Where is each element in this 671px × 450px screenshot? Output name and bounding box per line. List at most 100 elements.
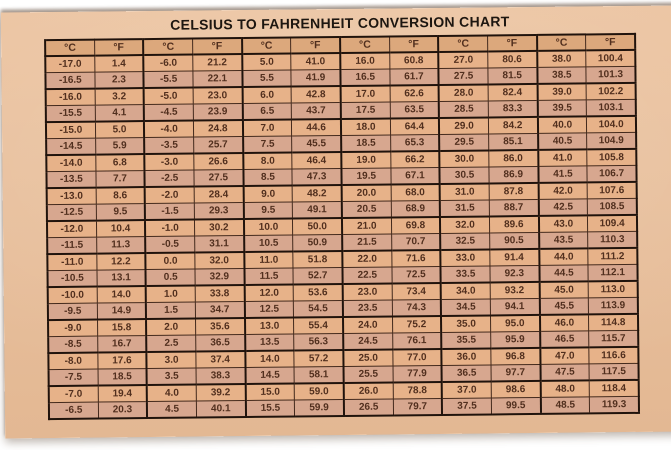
cell-celsius: 15.0 [245, 383, 295, 401]
cell-celsius: 33.0 [440, 249, 490, 267]
cell-celsius: 44.0 [538, 248, 589, 266]
poster-title: CELSIUS TO FAHRENHEIT CONVERSION CHART [170, 13, 510, 33]
cell-fahrenheit: 97.7 [490, 364, 541, 382]
cell-fahrenheit: 58.1 [294, 366, 344, 384]
cell-fahrenheit: 26.6 [193, 153, 244, 171]
cell-fahrenheit: 113.9 [588, 297, 638, 315]
cell-fahrenheit: 51.8 [293, 250, 343, 269]
cell-fahrenheit: 35.6 [195, 318, 245, 336]
cell-celsius: 22.5 [342, 266, 392, 284]
cell-celsius: 48.5 [540, 396, 590, 414]
cell-celsius: -12.5 [46, 204, 97, 222]
cell-celsius: 3.0 [146, 351, 196, 369]
cell-celsius: 0.0 [145, 252, 195, 270]
cell-fahrenheit: 36.5 [195, 334, 245, 352]
cell-fahrenheit: 52.7 [293, 267, 343, 285]
header-celsius: °C [241, 37, 292, 55]
cell-celsius: 12.0 [244, 284, 294, 302]
cell-fahrenheit: 12.2 [96, 253, 146, 271]
cell-fahrenheit: 42.8 [291, 86, 341, 104]
cell-fahrenheit: 71.6 [391, 249, 441, 267]
cell-celsius: 7.0 [242, 119, 292, 137]
cell-fahrenheit: 68.0 [390, 183, 441, 201]
cell-celsius: 20.0 [341, 184, 391, 202]
cell-celsius: 11.0 [243, 251, 294, 269]
cell-celsius: -7.5 [48, 369, 98, 387]
cell-fahrenheit: 38.3 [195, 367, 246, 385]
cell-celsius: 24.5 [343, 332, 393, 350]
cell-fahrenheit: 89.6 [489, 215, 539, 233]
cell-fahrenheit: 95.0 [490, 314, 540, 332]
cell-fahrenheit: 77.0 [392, 348, 442, 366]
cell-celsius: -11.0 [47, 253, 97, 271]
header-celsius: °C [438, 35, 488, 52]
cell-celsius: 43.0 [538, 215, 588, 233]
cell-fahrenheit: 73.4 [391, 282, 442, 300]
cell-fahrenheit: 57.2 [294, 349, 344, 368]
cell-fahrenheit: 65.3 [390, 134, 440, 152]
cell-fahrenheit: 88.7 [489, 199, 539, 217]
cell-celsius: -16.5 [45, 72, 95, 90]
cell-celsius: 1.0 [145, 285, 196, 303]
cell-celsius: 41.0 [537, 149, 588, 167]
cell-fahrenheit: 6.8 [95, 154, 145, 172]
cell-fahrenheit: 59.9 [294, 399, 344, 417]
cell-fahrenheit: 21.2 [192, 54, 243, 72]
cell-celsius: 38.0 [536, 50, 587, 68]
cell-celsius: 42.0 [538, 182, 588, 200]
cell-fahrenheit: 41.0 [291, 53, 341, 71]
header-fahrenheit: °F [585, 33, 636, 51]
cell-celsius: 28.5 [438, 100, 489, 118]
cell-celsius: 30.0 [439, 150, 489, 168]
cell-celsius: 48.0 [540, 380, 590, 398]
cell-fahrenheit: 49.1 [292, 201, 342, 219]
cell-fahrenheit: 84.2 [488, 116, 538, 134]
cell-fahrenheit: 90.5 [489, 232, 539, 250]
cell-celsius: -13.0 [46, 187, 96, 205]
cell-fahrenheit: 44.6 [291, 119, 342, 137]
cell-fahrenheit: 107.6 [587, 181, 637, 199]
table-body: -17.0 1.4 -6.0 21.2 5.0 41.0 16.0 60.8 27.0 80.6 3… [45, 49, 640, 420]
cell-celsius: 4.0 [147, 384, 197, 402]
cell-fahrenheit: 70.7 [391, 233, 441, 251]
cell-celsius: 36.5 [441, 364, 492, 382]
cell-fahrenheit: 54.5 [293, 300, 343, 318]
cell-celsius: 16.5 [340, 68, 390, 87]
cell-celsius: 4.5 [147, 401, 197, 419]
header-fahrenheit: °F [487, 34, 537, 52]
cell-celsius: 29.0 [439, 117, 489, 135]
cell-fahrenheit: 11.3 [96, 236, 146, 254]
cell-celsius: 6.5 [242, 103, 292, 121]
cell-fahrenheit: 100.4 [585, 49, 636, 67]
cell-celsius: -17.0 [45, 55, 95, 73]
cell-celsius: 47.0 [539, 347, 590, 365]
cell-fahrenheit: 43.7 [291, 102, 341, 120]
cell-fahrenheit: 118.4 [589, 379, 639, 397]
cell-fahrenheit: 108.5 [587, 198, 637, 216]
cell-fahrenheit: 32.9 [194, 268, 245, 286]
cell-celsius: 31.0 [439, 183, 490, 201]
cell-fahrenheit: 62.6 [389, 84, 439, 102]
cell-celsius: -16.0 [45, 88, 95, 106]
cell-fahrenheit: 113.0 [588, 280, 638, 298]
cell-fahrenheit: 66.2 [390, 150, 440, 168]
cell-fahrenheit: 80.6 [487, 50, 537, 68]
cell-fahrenheit: 46.4 [292, 152, 342, 170]
cell-celsius: 46.5 [539, 330, 590, 348]
header-fahrenheit: °F [389, 35, 439, 53]
cell-fahrenheit: 20.3 [98, 401, 148, 419]
cell-fahrenheit: 72.5 [391, 266, 441, 284]
cell-fahrenheit: 56.3 [293, 333, 344, 351]
cell-celsius: 23.5 [342, 299, 393, 317]
cell-celsius: 41.5 [537, 165, 588, 183]
cell-fahrenheit: 50.9 [292, 234, 343, 252]
cell-fahrenheit: 60.8 [389, 51, 439, 69]
cell-fahrenheit: 25.7 [193, 136, 243, 154]
cell-celsius: 15.5 [245, 400, 295, 418]
cell-fahrenheit: 14.0 [96, 286, 147, 304]
cell-celsius: 35.5 [441, 331, 491, 349]
cell-celsius: 31.5 [440, 199, 490, 217]
cell-fahrenheit: 87.8 [489, 182, 539, 200]
cell-celsius: 46.0 [539, 314, 589, 332]
cell-celsius: 17.5 [340, 101, 391, 120]
